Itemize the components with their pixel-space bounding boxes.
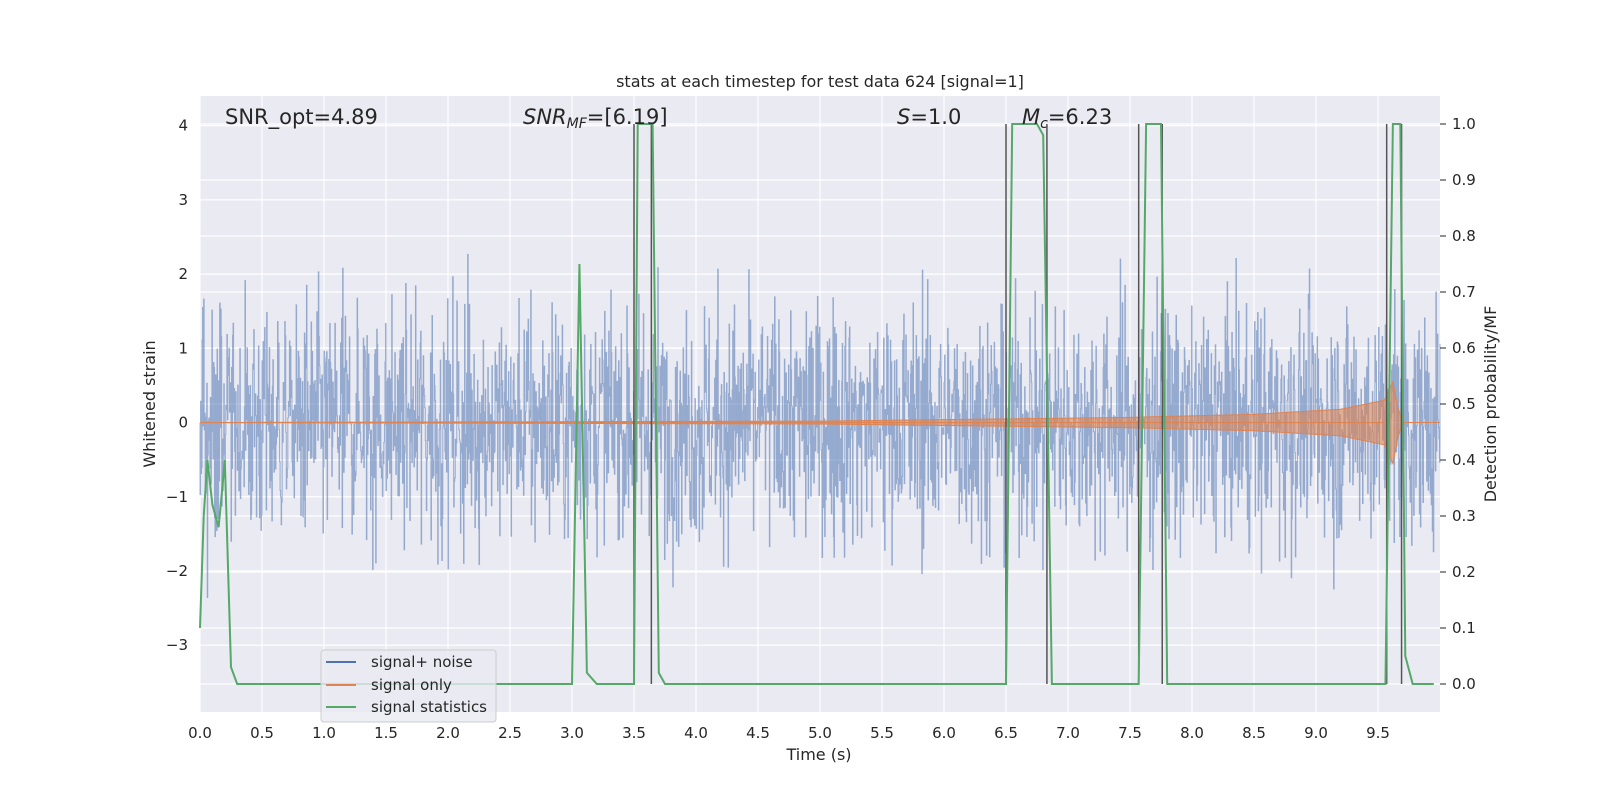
s-value: =1.0 — [910, 105, 961, 129]
mc-annotation: Mc=6.23 — [1022, 105, 1112, 132]
y-axis-label-left: Whitened strain — [140, 340, 159, 467]
y-right-tick-label: 0.6 — [1452, 339, 1476, 357]
y-right-axis-ticks: 0.0 0.1 0.2 0.3 0.4 0.5 0.6 0.7 0.8 0.9 1.0 — [1440, 115, 1476, 693]
legend-box — [320, 649, 497, 723]
y-right-tick-label: 0.8 — [1452, 227, 1476, 245]
s-main: S — [897, 105, 910, 129]
y-left-tick-label: 0 — [178, 414, 188, 432]
x-tick-label: 5.0 — [808, 724, 832, 742]
chart-title: stats at each timestep for test data 624… — [616, 72, 1024, 91]
y-right-tick-label: 0.3 — [1452, 507, 1476, 525]
x-tick-label: 7.0 — [1056, 724, 1080, 742]
x-tick-label: 3.5 — [622, 724, 646, 742]
legend-label-signal-noise: signal+ noise — [371, 653, 473, 671]
y-right-tick-label: 0.2 — [1452, 563, 1476, 581]
x-tick-label: 4.5 — [746, 724, 770, 742]
y-left-tick-label: −1 — [166, 488, 188, 506]
y-left-tick-label: 4 — [178, 117, 188, 135]
y-right-tick-label: 0.1 — [1452, 619, 1476, 637]
s-annotation: S=1.0 — [897, 105, 961, 129]
y-left-tick-label: −3 — [166, 636, 188, 654]
y-right-tick-label: 1.0 — [1452, 115, 1476, 133]
x-tick-label: 2.5 — [498, 724, 522, 742]
y-right-tick-label: 0.4 — [1452, 451, 1476, 469]
x-tick-label: 6.0 — [932, 724, 956, 742]
y-left-tick-label: −2 — [166, 562, 188, 580]
x-tick-label: 8.5 — [1242, 724, 1266, 742]
mc-subscript: c — [1040, 116, 1048, 132]
x-tick-label: 5.5 — [870, 724, 894, 742]
snr-mf-main: SNR — [523, 105, 567, 129]
snr-mf-annotation: SNRMF=[6.19] — [523, 105, 668, 132]
grid — [199, 96, 1440, 712]
y-left-tick-label: 2 — [178, 265, 188, 283]
mc-main: M — [1022, 105, 1040, 129]
mc-value: =6.23 — [1048, 105, 1112, 129]
y-left-tick-label: 1 — [178, 339, 188, 357]
y-left-axis-ticks: −3 −2 −1 0 1 2 3 4 — [166, 117, 188, 655]
noise-trace — [199, 254, 1441, 598]
x-tick-label: 9.5 — [1366, 724, 1390, 742]
y-right-tick-label: 0.0 — [1452, 675, 1476, 693]
x-axis-ticks: 0.0 0.5 1.0 1.5 2.0 2.5 3.0 3.5 4.0 4.5 5.0 5.5 6.0 6… — [188, 724, 1390, 742]
y-right-tick-label: 0.5 — [1452, 395, 1476, 413]
statistics-line — [199, 123, 1434, 685]
legend: signal+ noise signal only signal statist… — [320, 649, 497, 723]
y-left-tick-label: 3 — [178, 191, 188, 209]
x-tick-label: 1.0 — [312, 724, 336, 742]
x-tick-label: 2.0 — [436, 724, 460, 742]
y-axis-label-right: Detection probability/MF — [1481, 306, 1500, 503]
snr-mf-subscript: MF — [567, 116, 588, 132]
x-tick-label: 4.0 — [684, 724, 708, 742]
x-axis-label: Time (s) — [785, 745, 851, 764]
noise-series — [199, 254, 1441, 598]
y-right-tick-label: 0.9 — [1452, 171, 1476, 189]
x-tick-label: 1.5 — [374, 724, 398, 742]
statistics-series — [199, 123, 1434, 685]
x-tick-label: 0.0 — [188, 724, 212, 742]
x-tick-label: 7.5 — [1118, 724, 1142, 742]
snr-opt-annotation: SNR_opt=4.89 — [225, 105, 378, 130]
y-right-tick-label: 0.7 — [1452, 283, 1476, 301]
x-tick-label: 3.0 — [560, 724, 584, 742]
x-tick-label: 9.0 — [1304, 724, 1328, 742]
legend-label-signal-statistics: signal statistics — [371, 698, 487, 716]
signal-series — [199, 380, 1440, 465]
snr-mf-value: =[6.19] — [587, 105, 668, 129]
legend-label-signal-only: signal only — [371, 676, 452, 694]
x-tick-label: 8.0 — [1180, 724, 1204, 742]
x-tick-label: 6.5 — [994, 724, 1018, 742]
x-tick-label: 0.5 — [250, 724, 274, 742]
